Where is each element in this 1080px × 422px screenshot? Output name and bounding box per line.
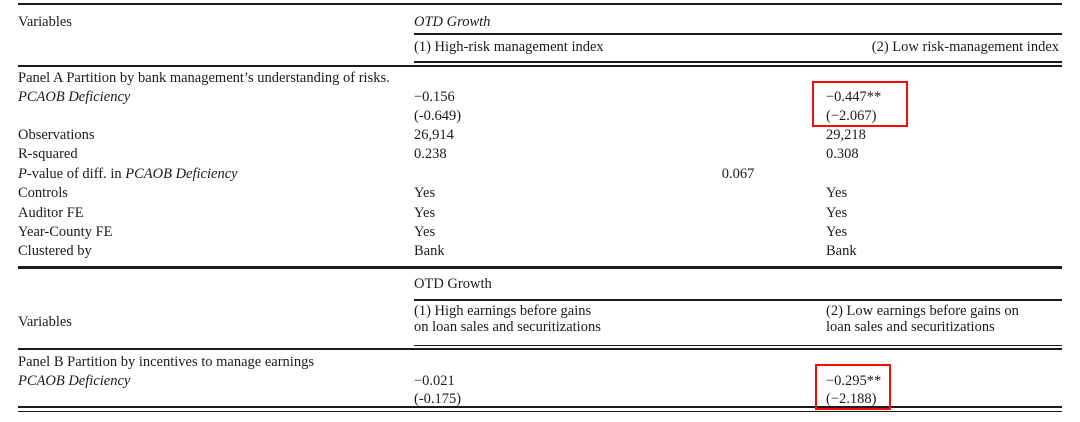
header-row-3: OTD Growth xyxy=(18,275,1062,294)
table-row-p-value-diff: P-value of diff. in PCAOB Deficiency 0.0… xyxy=(18,165,1062,184)
table-row-auditor-fe: Auditor FE Yes Yes xyxy=(18,204,1062,223)
row-label-clustered-by: Clustered by xyxy=(18,243,92,259)
panel-a-title: Panel A Partition by bank management’s u… xyxy=(18,70,390,86)
controls-col1: Yes xyxy=(414,185,436,201)
variables-header-2: Variables xyxy=(18,313,72,330)
table-row-clustered-by: Clustered by Bank Bank xyxy=(18,242,1062,261)
tstat-b-col2: (−2.188) xyxy=(826,391,877,407)
p-value-label-mid: -value of diff. in xyxy=(26,165,126,182)
clustered-by-col1: Bank xyxy=(414,243,445,259)
variables-header-1: Variables xyxy=(18,14,72,30)
coef-b-col2: −0.295** xyxy=(826,372,882,389)
rule-under-group-header-1 xyxy=(414,33,1062,35)
highlight-box-panel-a xyxy=(812,81,908,127)
col2-header-top: (2) Low risk-management index xyxy=(871,39,1059,55)
observations-col2: 29,218 xyxy=(826,127,866,143)
coef-b-col1: −0.021 xyxy=(414,372,455,389)
year-county-fe-col1: Yes xyxy=(414,224,436,240)
table-row-controls: Controls Yes Yes xyxy=(18,184,1062,203)
table-row-observations: Observations 26,914 29,218 xyxy=(18,126,1062,145)
col2-header-bottom-line1: (2) Low earnings before gains on xyxy=(826,303,1019,319)
col1-header-bottom-line2: on loan sales and securitizations xyxy=(414,318,601,335)
clustered-by-col2: Bank xyxy=(826,243,857,259)
panel-b-title: Panel B Partition by incentives to manag… xyxy=(18,354,314,370)
row-label-pcaob-deficiency-b: PCAOB Deficiency xyxy=(18,372,131,389)
row-label-pcaob-deficiency-a: PCAOB Deficiency xyxy=(18,88,131,105)
panel-a-title-row: Panel A Partition by bank management’s u… xyxy=(18,69,1062,88)
header-row-4: Variables (1) High earnings before gains… xyxy=(18,303,1062,340)
coef-a-col2: −0.447** xyxy=(826,88,882,105)
rule-section-divider xyxy=(18,266,1062,269)
row-label-r-squared: R-squared xyxy=(18,146,78,162)
header-row-1: Variables OTD Growth xyxy=(18,13,1062,32)
table-row-tstat-b: (-0.175) (−2.188) xyxy=(18,390,1062,409)
rule-above-panel-b xyxy=(18,348,1062,350)
col1-header-bottom-line1: (1) High earnings before gains xyxy=(414,303,592,319)
row-label-p-value-diff: P-value of diff. in PCAOB Deficiency xyxy=(18,165,414,184)
row-label-controls: Controls xyxy=(18,185,68,201)
table-row-coef-a: PCAOB Deficiency −0.156 −0.447** xyxy=(18,88,1062,107)
tstat-a-col2: (−2.067) xyxy=(826,107,877,124)
table-row-r-squared: R-squared 0.238 0.308 xyxy=(18,145,1062,164)
rule-above-panel-a xyxy=(18,64,1062,67)
auditor-fe-col1: Yes xyxy=(414,204,436,221)
col2-header-bottom-line2: loan sales and securitizations xyxy=(826,318,995,335)
rule-under-col-headers-2 xyxy=(414,344,1062,346)
highlight-box-panel-b xyxy=(815,364,891,410)
row-label-year-county-fe: Year-County FE xyxy=(18,224,113,240)
r-squared-col2: 0.308 xyxy=(826,146,859,162)
group-header-otd-growth-1: OTD Growth xyxy=(414,14,491,30)
coef-a-col1: −0.156 xyxy=(414,88,455,105)
rule-under-group-header-2 xyxy=(414,299,1062,301)
row-label-observations: Observations xyxy=(18,127,95,143)
header-row-2: (1) High-risk management index (2) Low r… xyxy=(18,38,1062,57)
p-value-label-p: P xyxy=(18,165,27,182)
tstat-a-col1: (-0.649) xyxy=(414,107,462,124)
controls-col2: Yes xyxy=(826,185,848,201)
table-row-coef-b: PCAOB Deficiency −0.021 −0.295** xyxy=(18,372,1062,391)
rule-top xyxy=(18,3,1062,5)
col2-header-bottom: (2) Low earnings before gains on loan sa… xyxy=(826,303,1062,335)
p-value-label-term: PCAOB Deficiency xyxy=(125,165,238,182)
col1-header-bottom: (1) High earnings before gains on loan s… xyxy=(414,303,826,335)
table-row-year-county-fe: Year-County FE Yes Yes xyxy=(18,223,1062,242)
table-row-tstat-a: (-0.649) (−2.067) xyxy=(18,107,1062,126)
tstat-b-col1: (-0.175) xyxy=(414,391,462,407)
r-squared-col1: 0.238 xyxy=(414,146,447,162)
rule-under-col-headers-1 xyxy=(414,61,1062,63)
rule-bottom-lower xyxy=(18,410,1062,413)
auditor-fe-col2: Yes xyxy=(826,204,848,221)
p-value-diff-value: 0.067 xyxy=(721,165,755,182)
col1-header-top: (1) High-risk management index xyxy=(414,39,604,55)
observations-col1: 26,914 xyxy=(414,127,454,143)
year-county-fe-col2: Yes xyxy=(826,224,848,240)
group-header-otd-growth-2: OTD Growth xyxy=(414,276,492,292)
rule-bottom-upper xyxy=(18,406,1062,408)
panel-b-title-row: Panel B Partition by incentives to manag… xyxy=(18,353,1062,372)
row-label-auditor-fe: Auditor FE xyxy=(18,204,84,221)
